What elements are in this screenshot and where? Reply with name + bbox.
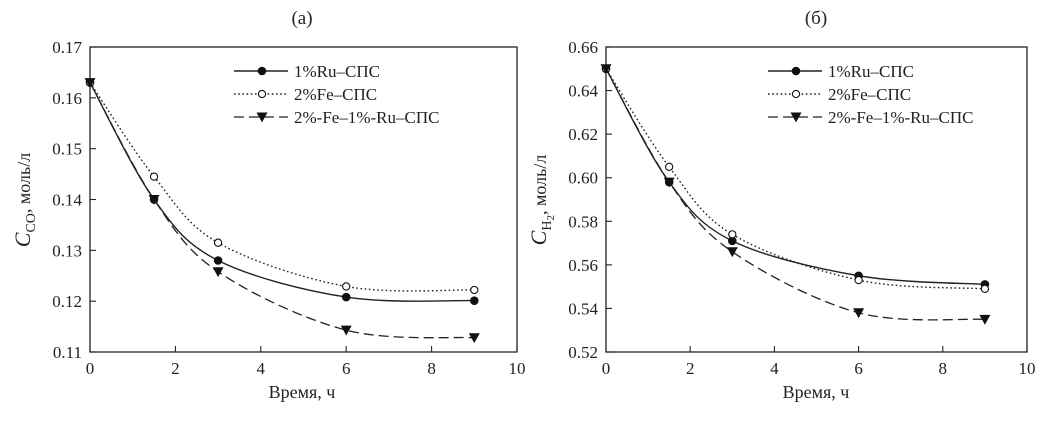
panel-b-xtick-label: 4 [770,359,779,378]
panel-b-xtick-label: 6 [854,359,863,378]
panel-b-series-3-point [663,177,675,188]
panel-b-ytick-label: 0.60 [568,169,598,188]
panel-a-legend-1-label: 1%Ru–СПС [294,62,380,81]
panel-a-series-3-point [212,267,224,278]
panel-b-legend-2-label: 2%Fe–СПС [828,85,911,104]
panel-a-ytick-label: 0.14 [52,191,82,210]
panel-a-xtick-label: 2 [171,359,180,378]
panel-a-legend-2-label: 2%Fe–СПС [294,85,377,104]
panel-a-series-3-point [84,78,96,88]
panel-a-ytick-label: 0.11 [53,343,82,362]
panel-b-series-3-point [979,314,991,325]
panel-a-xtick-label: 4 [257,359,266,378]
panel-b-frame [605,46,1028,353]
panel-a-ylabel: CCO, моль/л [10,153,39,247]
panel-b-series-3-line [605,68,985,321]
panel-a-series-1-point [470,296,479,305]
panel-b-series-2-point [728,230,737,239]
panel-b-series-1-line [605,68,985,286]
panel-b-xtick-label: 2 [686,359,695,378]
panel-a-series-2-point [149,172,159,181]
panel-b-ytick-label: 0.52 [568,343,598,362]
panel-b-series-2-point [980,284,990,293]
panel-a-legend-3-label: 2%-Fe–1%-Ru–СПС [294,108,439,127]
panel-b-title: (б) [805,8,827,29]
panel-b-ytick-label: 0.54 [568,299,598,318]
panel-b-series-3-point [726,247,738,258]
panel-b-series-3-point [600,64,612,75]
panel-a-series-1-point [341,292,351,302]
panel-a-xtick-label: 8 [427,359,436,378]
panel-a-title: (a) [291,8,312,29]
panel-b-xtick-label: 0 [602,359,611,378]
panel-a-legend-3-marker [256,112,268,123]
panel-a-legend-2-marker [257,89,267,99]
panel-b-ytick-label: 0.64 [568,82,598,101]
panel-a-series-2-line [89,82,475,292]
panel-b-ylabel: CH2, моль/л [526,155,557,246]
panel-a-xtick-label: 0 [86,359,95,378]
panel-b-ytick-label: 0.56 [568,256,598,275]
panel-a-ytick-label: 0.12 [52,292,82,311]
panel-b-xtick-label: 8 [939,359,948,378]
panel-a-ytick-label: 0.17 [52,38,82,57]
panel-a-series-3-point [468,333,480,344]
panel-b-legend-3-marker [790,112,802,123]
panel-a-xlabel: Время, ч [269,382,336,402]
panel-a-series-2-point [342,282,351,291]
panel-a-series-2-point [213,238,223,247]
panel-a-ytick-label: 0.15 [52,140,82,159]
panel-a-series-1-point [213,256,223,265]
panel-b-xtick-label: 10 [1019,359,1036,378]
panel-a-series-3-point [340,325,352,336]
panel-a-xtick-label: 6 [342,359,351,378]
panel-b-legend-2-marker [791,89,801,99]
panel-b-legend-1-label: 1%Ru–СПС [828,62,914,81]
panel-b-legend-1-marker [791,66,801,76]
panel-a-series-2-point [470,285,479,295]
panel-b-legend-3-label: 2%-Fe–1%-Ru–СПС [828,108,973,127]
panel-b-series-2-point [665,162,674,171]
panel-a-legend-1-marker [257,66,267,76]
panel-b-xlabel: Время, ч [783,382,850,402]
panel-b-ytick-label: 0.58 [568,212,598,231]
panel-b-ytick-label: 0.66 [568,38,598,57]
panel-b-ytick-label: 0.62 [568,125,598,144]
panel-b-series-3-point [853,308,865,319]
panel-a-xtick-label: 10 [509,359,526,378]
panel-b-series-2-line [605,68,985,290]
panel-a-ytick-label: 0.16 [52,89,82,108]
panel-b-series-2-point [854,275,863,285]
panel-a-ytick-label: 0.13 [52,241,82,260]
panel-a-series-3-point [148,195,160,205]
